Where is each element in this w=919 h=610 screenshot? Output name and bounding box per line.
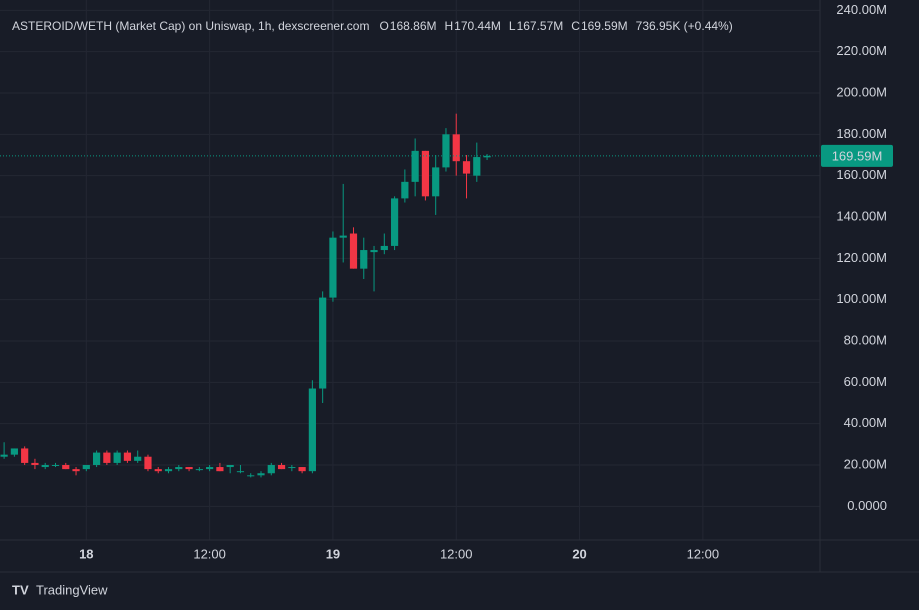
ohlc-value: 167.57M — [517, 19, 564, 33]
candle-body — [390, 198, 399, 246]
x-tick-label: 20 — [572, 546, 586, 561]
candle-body — [473, 157, 481, 176]
y-tick-label: 200.00M — [836, 84, 887, 99]
candle-body — [72, 469, 80, 472]
candle-body — [175, 467, 183, 470]
candle-body — [483, 155, 491, 158]
candle-body — [10, 448, 18, 455]
x-tick-label: 19 — [326, 546, 340, 561]
chart-title: ASTEROID/WETH (Market Cap) on Uniswap, 1… — [12, 19, 369, 33]
x-tick-label: 12:00 — [687, 546, 720, 561]
ohlc-key: O — [379, 19, 388, 33]
change-value: 736.95K (+0.44%) — [636, 19, 733, 33]
brand: TV TradingView — [12, 582, 108, 597]
candle-body — [216, 467, 224, 472]
candle-body — [185, 467, 193, 470]
candle-body — [298, 467, 306, 472]
candle-body — [319, 297, 327, 389]
grid — [0, 0, 820, 540]
candle-body — [41, 464, 49, 468]
header: ASTEROID/WETH (Market Cap) on Uniswap, 1… — [12, 19, 733, 33]
candle-body — [226, 464, 234, 468]
candle-body — [164, 469, 173, 472]
candle-body — [51, 464, 60, 466]
candle-body — [134, 456, 142, 461]
candle-body — [421, 150, 430, 197]
candle-body — [247, 475, 255, 477]
y-tick-label: 0.0000 — [847, 498, 887, 513]
candle-body — [206, 467, 214, 470]
ohlc-key: C — [571, 19, 580, 33]
candle-body — [339, 235, 347, 238]
last-price-box — [821, 144, 893, 167]
candle-body — [195, 469, 203, 471]
y-tick-label: 240.00M — [836, 2, 887, 17]
y-tick-label: 160.00M — [836, 167, 887, 182]
x-tick-label: 12:00 — [193, 546, 226, 561]
candle-body — [329, 237, 337, 298]
x-tick-label: 12:00 — [440, 546, 473, 561]
candle-body — [380, 245, 388, 251]
candle-body — [349, 233, 358, 269]
candle-body — [257, 473, 265, 476]
candle-body — [360, 250, 368, 269]
candle-body — [0, 454, 8, 457]
candle-body — [288, 467, 296, 469]
candle-body — [82, 464, 90, 470]
y-tick-label: 180.00M — [836, 126, 887, 141]
ohlc-key: H — [445, 19, 454, 33]
candle-body — [308, 388, 316, 472]
y-tick-label: 140.00M — [836, 208, 887, 223]
candle-body — [432, 167, 440, 197]
y-tick-label: 60.00M — [844, 374, 887, 389]
candle-body — [370, 250, 378, 253]
candle-body — [21, 448, 29, 463]
candle-body — [442, 134, 450, 168]
candle-body — [411, 150, 419, 182]
candle-body — [401, 181, 409, 199]
brand-logo: TV — [12, 582, 29, 597]
y-tick-label: 20.00M — [844, 456, 887, 471]
candle-body — [92, 452, 101, 465]
candle-body — [452, 134, 460, 162]
candle-body — [267, 464, 275, 474]
ohlc-value: 169.59M — [581, 19, 628, 33]
candle-body — [31, 462, 39, 465]
candle-body — [154, 469, 162, 472]
y-tick-label: 120.00M — [836, 250, 887, 265]
candle-body — [103, 452, 111, 463]
x-tick-label: 18 — [79, 546, 93, 561]
candle-body — [144, 456, 152, 470]
candle-body — [277, 464, 286, 470]
candle-body — [462, 161, 471, 174]
last-price-label: 169.59M — [832, 148, 883, 163]
brand-name: TradingView — [36, 582, 108, 597]
y-tick-label: 80.00M — [844, 332, 887, 347]
candles — [0, 113, 820, 478]
candle-body — [123, 452, 132, 461]
candle-body — [236, 471, 245, 473]
y-tick-label: 100.00M — [836, 291, 887, 306]
y-tick-label: 220.00M — [836, 43, 887, 58]
candle-body — [62, 464, 70, 470]
ohlc-key: L — [509, 19, 516, 33]
ohlc-value: 168.86M — [390, 19, 437, 33]
candle-body — [113, 452, 121, 463]
y-tick-label: 40.00M — [844, 415, 887, 430]
ohlc-value: 170.44M — [454, 19, 501, 33]
